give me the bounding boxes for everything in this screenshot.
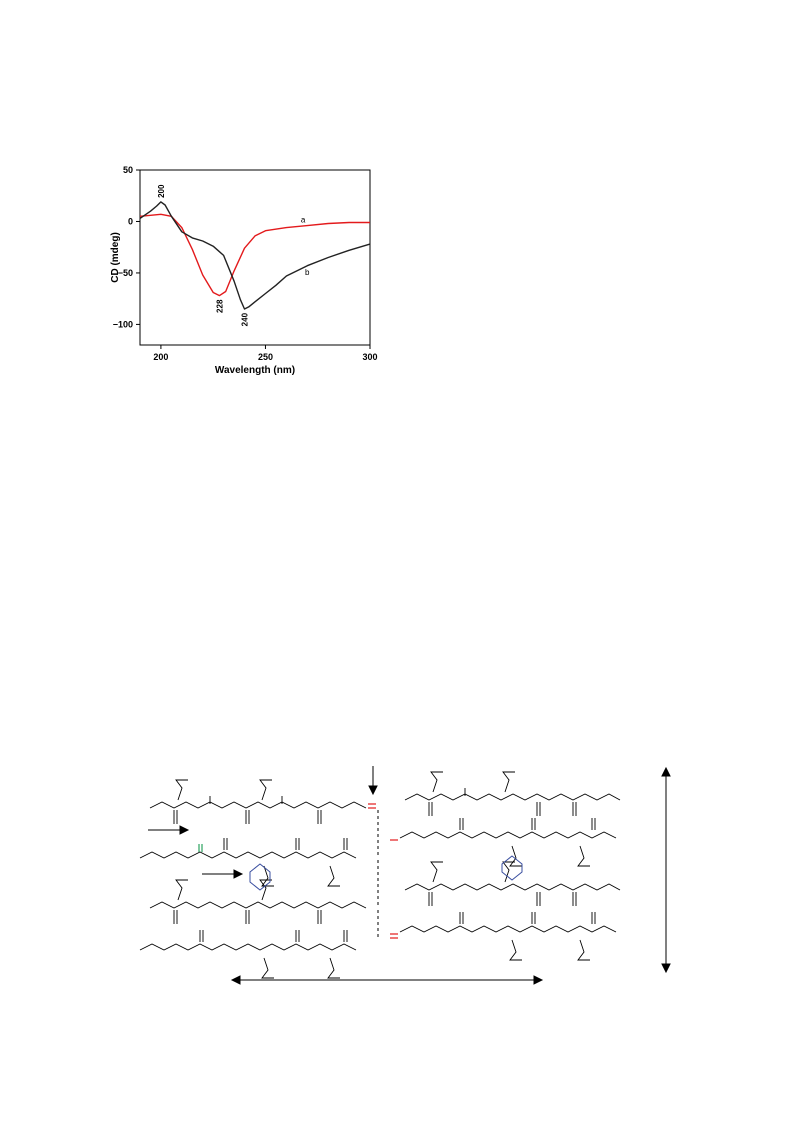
side-group-3 — [430, 771, 443, 793]
chain-row2-left — [139, 851, 357, 859]
x-tick-label: 300 — [362, 352, 377, 362]
x-tick-label: 250 — [258, 352, 273, 362]
side-group-9 — [175, 879, 188, 901]
side-group-8 — [577, 845, 590, 867]
side-group-10 — [259, 879, 272, 901]
side-group-2 — [259, 779, 272, 801]
side-group-14 — [327, 957, 340, 979]
blue-ring-left — [249, 863, 271, 891]
chain-row1-right — [404, 793, 621, 801]
y-tick-label: 0 — [128, 216, 133, 226]
chain-row3-left — [149, 901, 367, 909]
series-annotation: a — [301, 216, 306, 225]
series-annotation: b — [305, 268, 310, 277]
series-line-b — [139, 201, 371, 310]
peak-label: 228 — [215, 299, 224, 313]
chain-row1-left — [149, 801, 367, 809]
chain-row2-right — [399, 831, 617, 839]
y-tick-label: 50 — [123, 165, 133, 175]
side-group-15 — [509, 939, 522, 961]
scheme-svg — [139, 766, 671, 985]
chain-row4-left — [139, 943, 357, 951]
side-group-1 — [175, 779, 188, 801]
side-group-6 — [327, 865, 340, 887]
plot-frame — [139, 169, 371, 346]
blue-ring-right — [501, 855, 523, 881]
x-axis-label: Wavelength (nm) — [215, 365, 295, 376]
y-tick-label: −100 — [113, 319, 133, 329]
side-group-4 — [502, 771, 515, 793]
cd-spectrum-chart: 200 250 300 50 0 −50 −100 Wavelength (nm) CD (md… — [110, 150, 390, 390]
y-tick-label: −50 — [118, 268, 133, 278]
side-group-13 — [261, 957, 274, 979]
peak-label: 240 — [241, 312, 250, 326]
side-group-16 — [577, 939, 590, 961]
side-group-11 — [430, 861, 443, 883]
y-axis-label: CD (mdeg) — [110, 232, 121, 283]
chain-row4-right — [399, 925, 617, 933]
side-group-5 — [261, 865, 274, 887]
chain-row3-right — [404, 883, 621, 891]
peak-label: 200 — [157, 184, 166, 198]
cd-chart-svg: 200 250 300 50 0 −50 −100 Wavelength (nm) CD (md… — [110, 165, 378, 376]
peptide-assembly-scheme — [120, 760, 700, 1000]
x-tick-label: 200 — [153, 352, 168, 362]
